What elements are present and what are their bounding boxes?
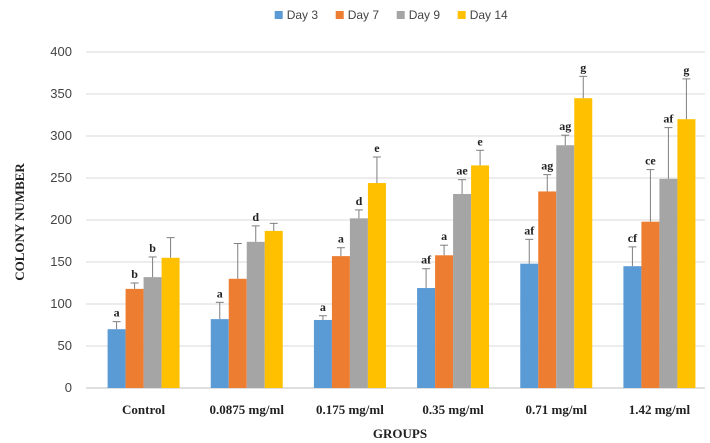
- legend: Day 3 Day 7 Day 9 Day 14: [274, 8, 508, 22]
- significance-label: af: [524, 223, 535, 237]
- significance-label: a: [217, 286, 223, 300]
- bar: [659, 178, 678, 388]
- y-tick-label: 250: [50, 170, 72, 185]
- bar: [331, 256, 350, 388]
- bar: [641, 221, 660, 388]
- bar: [264, 230, 283, 388]
- bar: [367, 183, 386, 388]
- significance-label: ag: [559, 119, 571, 133]
- legend-label: Day 3: [287, 8, 319, 22]
- legend-label: Day 14: [470, 8, 508, 22]
- bar: [435, 255, 454, 388]
- bar: [417, 288, 436, 388]
- significance-label: ae: [456, 164, 468, 178]
- y-tick-label: 350: [50, 86, 72, 101]
- bar: [143, 277, 162, 388]
- bar: [574, 98, 593, 388]
- significance-label: a: [441, 229, 447, 243]
- bar: [161, 257, 180, 388]
- significance-label: b: [131, 267, 138, 281]
- y-axis-title: COLONY NUMBER: [12, 163, 27, 281]
- gridlines: [86, 51, 705, 389]
- x-tick-label: 0.0875 mg/ml: [210, 402, 285, 417]
- significance-label: e: [477, 134, 483, 148]
- legend-label: Day 9: [409, 8, 441, 22]
- x-tick-label: 0.35 mg/ml: [422, 402, 484, 417]
- bar: [453, 193, 472, 388]
- x-axis-ticks: Control 0.0875 mg/ml 0.175 mg/ml 0.35 mg/ml…: [122, 402, 690, 417]
- significance-label: a: [114, 306, 120, 320]
- x-tick-label: 1.42 mg/ml: [629, 402, 691, 417]
- bar: [677, 119, 696, 388]
- significance-label: g: [683, 63, 689, 77]
- legend-swatch: [335, 11, 344, 19]
- y-tick-label: 50: [58, 338, 72, 353]
- legend-swatch: [457, 11, 466, 19]
- significance-label: a: [320, 300, 326, 314]
- significance-label: d: [356, 194, 363, 208]
- bar: [556, 145, 575, 388]
- y-tick-label: 200: [50, 212, 72, 227]
- bar: [228, 278, 247, 388]
- significance-label: g: [580, 60, 586, 74]
- significance-label: a: [338, 232, 344, 246]
- y-tick-label: 300: [50, 128, 72, 143]
- significance-label: b: [149, 241, 156, 255]
- legend-label: Day 7: [348, 8, 380, 22]
- bar: [125, 288, 144, 388]
- bar: [313, 319, 332, 388]
- x-axis-title: GROUPS: [373, 426, 427, 441]
- significance-label: ce: [645, 154, 656, 168]
- bar: [210, 319, 229, 388]
- x-tick-label: 0.71 mg/ml: [526, 402, 588, 417]
- bar: [520, 263, 539, 388]
- bar: [107, 329, 126, 388]
- bar: [538, 191, 557, 388]
- significance-label: af: [663, 112, 674, 126]
- y-tick-label: 150: [50, 254, 72, 269]
- bar: [349, 218, 368, 388]
- significance-label: ag: [541, 159, 553, 173]
- bar: [471, 165, 490, 388]
- y-tick-label: 0: [65, 380, 72, 395]
- significance-label: af: [421, 253, 432, 267]
- bar: [246, 241, 265, 388]
- y-tick-label: 100: [50, 296, 72, 311]
- legend-swatch: [396, 11, 405, 19]
- y-tick-label: 400: [50, 44, 72, 59]
- legend-swatch: [274, 11, 283, 19]
- x-tick-label: 0.175 mg/ml: [316, 402, 384, 417]
- significance-label: cf: [628, 231, 638, 245]
- significance-label: e: [374, 141, 380, 155]
- x-tick-label: Control: [122, 402, 165, 417]
- bar: [623, 266, 642, 388]
- significance-label: d: [252, 210, 259, 224]
- y-axis-ticks: 0 50 100 150 200 250 300 350 400: [50, 44, 72, 395]
